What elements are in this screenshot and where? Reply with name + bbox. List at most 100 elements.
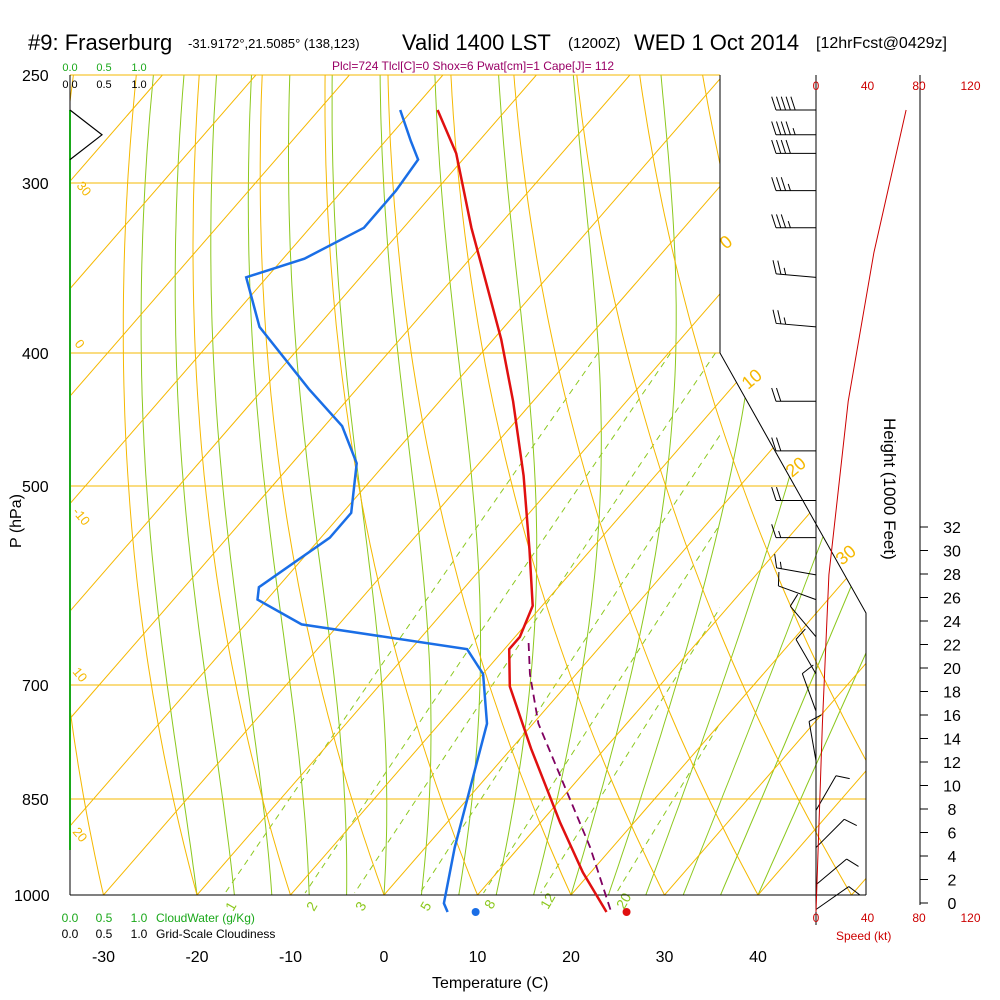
wind-barb-flag (771, 96, 777, 111)
mixing-ratio-line (483, 523, 720, 894)
wind-barb-flag (771, 139, 777, 154)
wind-barb-flag (775, 437, 782, 452)
station-title: #9: Fraserburg (28, 30, 172, 55)
isotherm-line (851, 75, 866, 895)
dry-adiabat-line (0, 75, 11, 895)
wind-barb (772, 260, 817, 278)
temperature-tick-label: 30 (656, 949, 674, 966)
dewpoint-line (244, 109, 489, 913)
wind-barb-flag (775, 139, 782, 154)
height-tick-label: 14 (943, 732, 961, 749)
wind-barb-flag (783, 317, 787, 325)
mixing-ratio-label: 12 (537, 890, 559, 912)
height-axis-label: Height (1000 Feet) (880, 418, 899, 560)
speed-tick-top: 120 (960, 79, 980, 93)
mixing-ratio-line (540, 606, 720, 894)
dry-adiabat-line (324, 75, 478, 895)
dry-adiabat-line (576, 75, 852, 895)
wind-barb-flag (802, 664, 814, 674)
mixing-ratio-label: 3 (352, 899, 370, 914)
speed-tick-bottom: 80 (912, 911, 926, 925)
cloud-top-tick-green: 0.0 (62, 62, 77, 74)
dry-adiabat-line (259, 75, 385, 895)
cloud-column (69, 109, 103, 850)
moist-adiabat-line (288, 75, 348, 895)
wind-barb-flag (844, 818, 857, 827)
wind-barb (771, 214, 816, 229)
temperature-tick-label: 40 (749, 949, 767, 966)
moist-adiabat-line (174, 75, 235, 895)
wind-barb-flag (771, 387, 777, 402)
wind-barb-flag (772, 309, 777, 324)
moist-adiabat-line (570, 75, 677, 895)
isotherm-line (103, 75, 818, 895)
cloudiness-label: Grid-Scale Cloudiness (156, 927, 275, 941)
wind-barb-flag (780, 139, 787, 154)
mixing-ratio-line (615, 722, 720, 894)
dry-adiabat-line (70, 75, 104, 895)
pressure-tick-label: 850 (22, 792, 49, 809)
cloud-top-tick-black: 1.0 (131, 79, 146, 91)
dry-adiabat-line (891, 75, 1000, 895)
temperature-tick-label: -20 (185, 949, 208, 966)
wind-barb-flag (775, 486, 782, 501)
temperature-line (436, 109, 608, 913)
wind-barb-shaft (776, 567, 817, 576)
dry-adiabat-line (450, 75, 665, 895)
cloud-bottom-tick-black: 1.0 (131, 927, 148, 941)
parcel-trace-line (527, 642, 613, 913)
height-tick-label: 20 (943, 661, 961, 678)
wind-barb-flag (771, 121, 777, 135)
pressure-tick-label: 500 (22, 479, 49, 496)
isotherm-line (70, 75, 350, 895)
height-tick-label: 2 (948, 873, 957, 890)
isotherm-line (70, 75, 444, 895)
wind-barb-flag (774, 553, 778, 568)
wind-barb-flag (780, 121, 787, 135)
height-tick-label: 22 (943, 638, 961, 655)
moist-adiabat-line (533, 75, 602, 895)
wind-barb-flag (772, 260, 777, 274)
speed-tick-top: 40 (861, 79, 875, 93)
temperature-tick-label: 0 (380, 949, 389, 966)
wind-barb-shaft (778, 585, 817, 601)
wind-barb-flag (771, 177, 777, 191)
cloud-top-tick-black: 0.0 (62, 79, 77, 91)
wind-barb-shaft (815, 886, 850, 910)
wind-barb (815, 886, 861, 910)
wind-barb-flag (785, 96, 791, 111)
wind-barb (815, 858, 859, 886)
surface-temperature-point (622, 908, 631, 916)
dry-adiabat-line (954, 75, 1000, 895)
wind-barb-shaft (801, 673, 817, 712)
temperature-tick-label: -10 (279, 949, 302, 966)
cloudwater-top-line (69, 109, 103, 161)
wind-barb (771, 121, 816, 136)
dry-adiabat-line (639, 75, 866, 895)
height-tick-label: 28 (943, 567, 961, 584)
height-tick-label: 0 (948, 896, 957, 913)
wind-barb-shaft (776, 273, 817, 278)
cloud-bottom-tick-black: 0.0 (62, 927, 79, 941)
mixing-ratio-label: 5 (417, 899, 435, 914)
dry-adiabat-label: 30 (74, 178, 95, 199)
wind-barb-flag (777, 310, 782, 324)
wind-barb-flag (848, 886, 861, 896)
height-tick-label: 10 (943, 779, 961, 796)
speed-tick-bottom: 40 (861, 911, 875, 925)
temperature-tick-label: -30 (92, 949, 115, 966)
pressure-tick-label: 300 (22, 176, 49, 193)
wind-barb-flag (789, 594, 799, 607)
height-tick-label: 32 (943, 520, 961, 537)
isotherm-line (70, 75, 724, 895)
dry-adiabat-line (702, 75, 866, 895)
speed-tick-top: 0 (813, 79, 820, 93)
wind-speed-profile (815, 109, 907, 913)
y-axis-label: P (hPa) (8, 494, 25, 548)
wind-barb-shaft (776, 322, 817, 328)
height-tick-label: 18 (943, 685, 961, 702)
wind-barb (771, 524, 816, 539)
moist-adiabats (140, 75, 866, 895)
zulu-time: (1200Z) (568, 35, 621, 52)
